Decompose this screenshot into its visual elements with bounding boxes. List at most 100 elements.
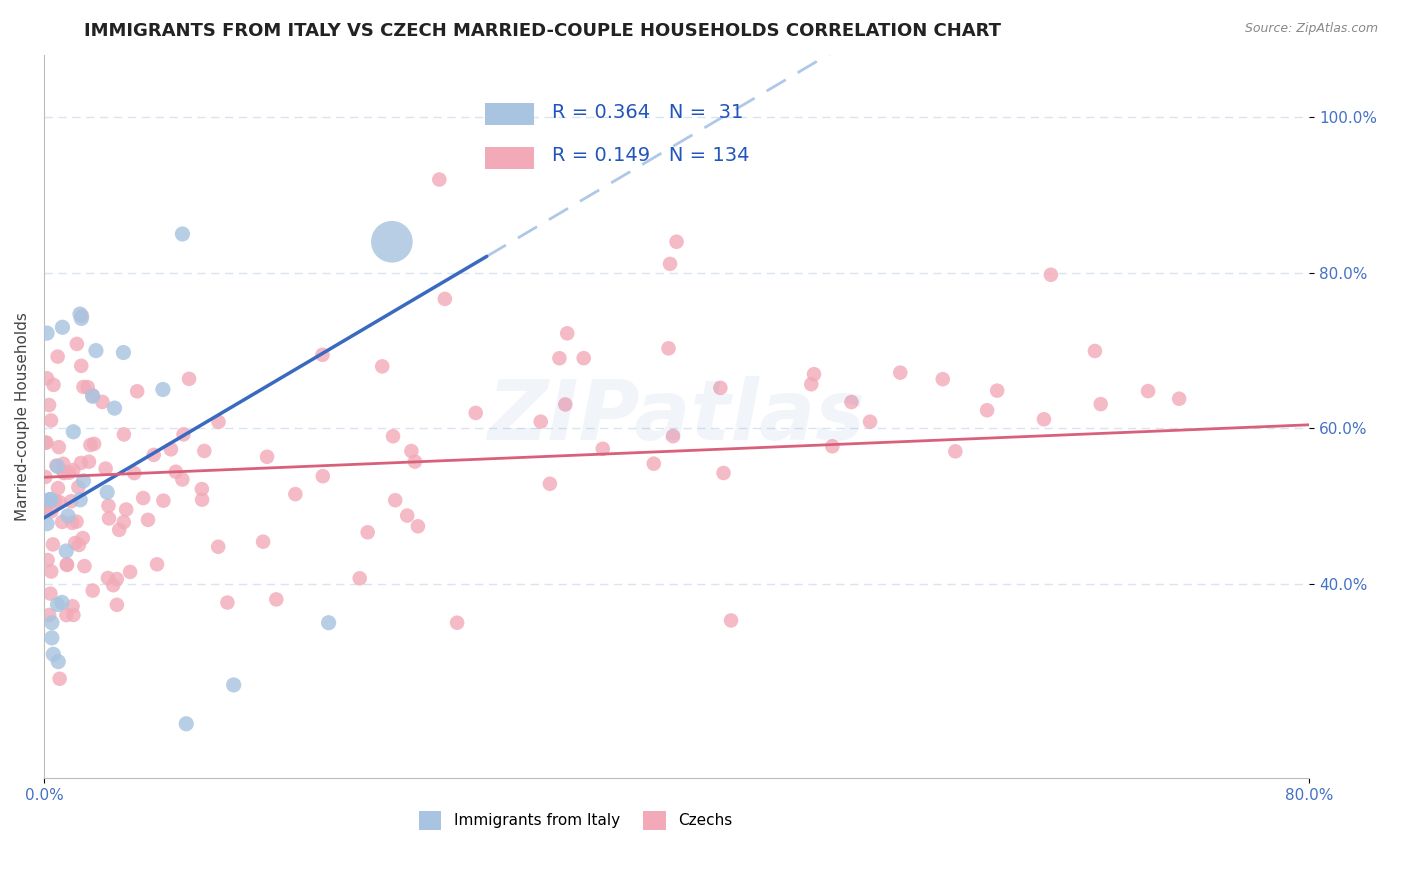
Point — [76, 380, 98, 394]
Point — [55, 544, 77, 558]
Point — [35, 500, 58, 515]
Point — [35, 516, 58, 531]
Point — [38, 398, 60, 412]
Point — [58, 466, 80, 480]
Point — [859, 415, 882, 429]
Point — [72, 531, 94, 545]
Point — [39, 492, 62, 507]
Point — [66, 337, 89, 351]
Point — [52, 457, 75, 471]
Point — [41, 504, 63, 518]
Legend: Immigrants from Italy, Czechs: Immigrants from Italy, Czechs — [412, 805, 738, 836]
Point — [252, 534, 274, 549]
Point — [174, 716, 197, 731]
Point — [530, 415, 553, 429]
Point — [67, 480, 90, 494]
Point — [446, 615, 468, 630]
Point — [172, 227, 194, 241]
Point — [62, 425, 84, 439]
Point — [1168, 392, 1191, 406]
Point — [256, 450, 278, 464]
Point — [51, 515, 73, 529]
Point — [1032, 412, 1054, 426]
Text: Source: ZipAtlas.com: Source: ZipAtlas.com — [1244, 22, 1378, 36]
Point — [1137, 384, 1160, 398]
Point — [152, 493, 174, 508]
Point — [173, 427, 195, 442]
Point — [932, 372, 955, 386]
Point — [266, 592, 288, 607]
Point — [70, 311, 93, 326]
Point — [1039, 268, 1062, 282]
Point — [35, 326, 58, 340]
Point — [82, 388, 104, 402]
Point — [538, 476, 561, 491]
Point — [803, 367, 825, 381]
Point — [48, 440, 70, 454]
Point — [115, 502, 138, 516]
Point — [48, 672, 70, 686]
Point — [112, 345, 135, 359]
Point — [62, 599, 84, 614]
Point — [986, 384, 1008, 398]
Point — [381, 235, 404, 249]
Point — [709, 381, 731, 395]
Point — [37, 553, 59, 567]
Text: ZIPatlas: ZIPatlas — [488, 376, 866, 458]
Point — [136, 513, 159, 527]
Point — [548, 351, 571, 366]
Point — [84, 343, 107, 358]
Point — [217, 596, 239, 610]
Point — [44, 493, 66, 508]
Point — [46, 655, 69, 669]
Point — [35, 371, 58, 385]
Point — [91, 395, 114, 409]
Point — [51, 595, 73, 609]
Point — [41, 631, 63, 645]
Point — [127, 384, 149, 399]
Point — [67, 538, 90, 552]
Point — [60, 494, 83, 508]
Point — [821, 439, 844, 453]
Point — [34, 435, 56, 450]
Point — [103, 578, 125, 592]
Point — [142, 448, 165, 462]
Point — [108, 523, 131, 537]
Point — [56, 558, 79, 572]
Point — [39, 565, 62, 579]
Point — [384, 493, 406, 508]
Point — [46, 481, 69, 495]
Point — [77, 455, 100, 469]
Point — [69, 307, 91, 321]
Point — [312, 469, 335, 483]
Point — [382, 429, 405, 443]
Point — [55, 608, 77, 623]
Point — [72, 380, 94, 394]
Point — [46, 459, 69, 474]
Point — [63, 536, 86, 550]
Point — [659, 257, 682, 271]
Point — [39, 586, 62, 600]
Point — [42, 648, 65, 662]
Point — [35, 502, 58, 516]
Text: IMMIGRANTS FROM ITALY VS CZECH MARRIED-COUPLE HOUSEHOLDS CORRELATION CHART: IMMIGRANTS FROM ITALY VS CZECH MARRIED-C… — [84, 22, 1001, 40]
Point — [404, 454, 426, 468]
Point — [165, 465, 187, 479]
Point — [406, 519, 429, 533]
Point — [72, 474, 94, 488]
Point — [222, 678, 245, 692]
Point — [62, 607, 84, 622]
Point — [82, 389, 104, 403]
Point — [311, 348, 333, 362]
Point — [39, 492, 62, 507]
Point — [554, 397, 576, 411]
Point — [207, 415, 229, 429]
Point — [53, 465, 76, 479]
Point — [464, 406, 486, 420]
Point — [160, 442, 183, 457]
Point — [152, 383, 174, 397]
Point — [41, 615, 63, 630]
Y-axis label: Married-couple Households: Married-couple Households — [15, 312, 30, 521]
Point — [62, 463, 84, 477]
Point — [105, 572, 128, 586]
